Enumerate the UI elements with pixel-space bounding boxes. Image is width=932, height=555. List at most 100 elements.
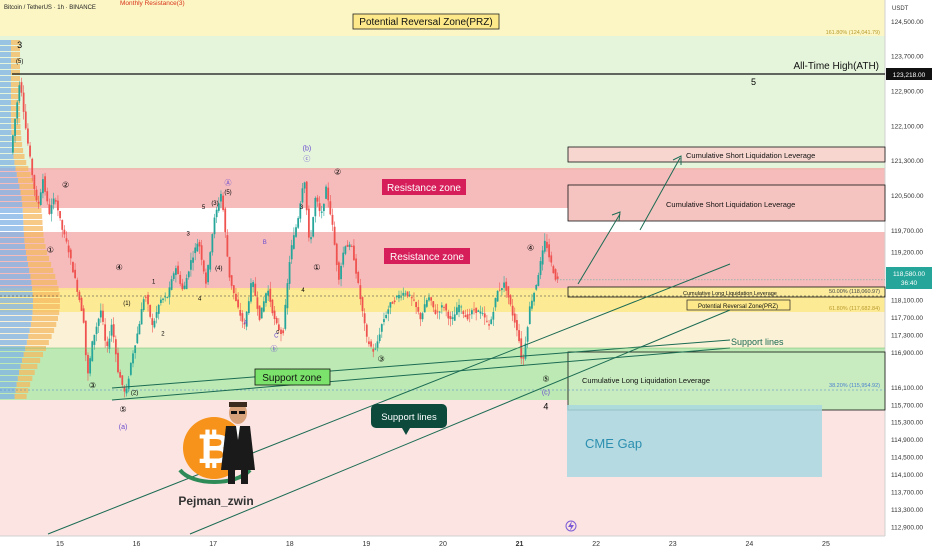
date-tick-label: 24 bbox=[745, 541, 753, 548]
candle-body bbox=[74, 269, 76, 279]
wave-label: 1 bbox=[152, 279, 156, 285]
candle-body bbox=[408, 294, 411, 296]
candle-body bbox=[428, 297, 430, 301]
svg-text:123,218.00: 123,218.00 bbox=[893, 72, 926, 79]
candle-body bbox=[470, 310, 473, 315]
svg-text:Cumulative Long Liquidation Le: Cumulative Long Liquidation Leverage bbox=[582, 376, 710, 385]
candle-body bbox=[172, 273, 175, 280]
volume-profile-bar bbox=[28, 262, 52, 267]
candle-body bbox=[237, 299, 240, 308]
volume-profile-bar bbox=[23, 232, 44, 237]
volume-profile-bar bbox=[0, 124, 12, 129]
candle-body bbox=[316, 197, 319, 202]
candle-body bbox=[490, 319, 493, 325]
svg-text:Potential Reversal Zone(PRZ): Potential Reversal Zone(PRZ) bbox=[359, 17, 492, 28]
candle-body bbox=[520, 338, 523, 359]
candle-body bbox=[310, 237, 312, 240]
candle-body bbox=[438, 311, 441, 313]
date-tick-label: 22 bbox=[592, 541, 600, 548]
volume-profile-bar bbox=[0, 394, 15, 399]
time-axis: 15 16 17 18 19 20 21 22 23 24 25 bbox=[0, 535, 885, 548]
volume-profile-bar bbox=[15, 388, 29, 393]
candle-body bbox=[533, 292, 535, 302]
candle-body bbox=[12, 135, 14, 153]
candle-body bbox=[50, 205, 53, 214]
candle-body bbox=[556, 276, 559, 279]
candle-body bbox=[535, 284, 538, 290]
candle-body bbox=[303, 182, 306, 189]
current-price-badge: 118,580.00 36:40 bbox=[886, 267, 932, 289]
candle-body bbox=[245, 311, 248, 327]
volume-profile-bar bbox=[0, 316, 32, 321]
candle-body bbox=[466, 314, 469, 320]
volume-profile-bar bbox=[19, 184, 36, 189]
candle-body bbox=[125, 388, 128, 394]
wave-label: ① bbox=[313, 263, 320, 272]
candle-body bbox=[288, 262, 291, 284]
volume-profile-bar bbox=[15, 166, 29, 171]
wave-label: 2 bbox=[161, 332, 165, 338]
candle-body bbox=[295, 227, 297, 237]
candle-body bbox=[241, 313, 244, 322]
volume-profile-bar bbox=[0, 136, 12, 141]
wave-label: Ⓐ bbox=[225, 179, 232, 187]
candle-body bbox=[129, 362, 132, 375]
candle-body bbox=[305, 181, 308, 211]
volume-profile-bar bbox=[0, 280, 32, 285]
candle-body bbox=[475, 307, 478, 313]
volume-profile-bar bbox=[0, 292, 33, 297]
candle-body bbox=[318, 203, 321, 211]
candle-body bbox=[235, 293, 237, 301]
candle-body bbox=[329, 201, 332, 215]
price-tick-label: 120,500.00 bbox=[891, 193, 924, 200]
candle-body bbox=[383, 319, 385, 323]
svg-text:Support lines: Support lines bbox=[381, 412, 437, 423]
candle-body bbox=[222, 195, 224, 210]
wave-label: (5) bbox=[16, 59, 23, 65]
candle-body bbox=[159, 299, 162, 303]
volume-profile-bar bbox=[11, 94, 21, 99]
wave-label: ⓑ bbox=[270, 345, 277, 353]
candle-body bbox=[31, 158, 34, 176]
volume-profile-bar bbox=[24, 238, 45, 243]
candle-body bbox=[445, 304, 448, 311]
price-tick-label: 114,900.00 bbox=[891, 437, 923, 444]
wave-label: (1) bbox=[123, 301, 130, 307]
wave-label: 4 bbox=[301, 288, 305, 294]
candle-body bbox=[449, 315, 452, 320]
candle-body bbox=[389, 302, 392, 308]
volume-profile-bar bbox=[0, 76, 12, 81]
candle-body bbox=[299, 203, 302, 219]
candle-body bbox=[211, 234, 214, 253]
candle-body bbox=[292, 235, 295, 249]
candle-body bbox=[232, 285, 235, 294]
candle-body bbox=[106, 341, 109, 347]
wave-label: ④ bbox=[116, 263, 123, 272]
volume-profile-bar bbox=[22, 358, 41, 363]
volume-profile-bar bbox=[13, 154, 25, 159]
date-tick-label: 19 bbox=[362, 541, 370, 548]
volume-profile-bar bbox=[31, 316, 58, 321]
wave-label: 3 bbox=[17, 40, 22, 50]
candle-body bbox=[391, 302, 394, 304]
svg-text:36:40: 36:40 bbox=[901, 280, 918, 287]
fib-618-label: 61.80% (117,682.84) bbox=[829, 306, 880, 312]
wave-label: 4 bbox=[198, 297, 202, 303]
candle-body bbox=[492, 311, 495, 320]
candle-body bbox=[400, 296, 403, 298]
candle-body bbox=[322, 203, 325, 212]
wave-label: ⑤ bbox=[119, 405, 126, 414]
candle-body bbox=[200, 245, 203, 260]
candle-body bbox=[395, 295, 398, 298]
date-tick-label: 25 bbox=[822, 541, 830, 548]
candle-body bbox=[346, 244, 349, 247]
volume-profile-bar bbox=[0, 298, 34, 303]
volume-profile-bar bbox=[19, 370, 35, 375]
date-tick-label: 18 bbox=[286, 541, 294, 548]
wave-label: (2) bbox=[131, 390, 138, 396]
price-tick-label: 116,100.00 bbox=[891, 385, 923, 392]
candle-body bbox=[168, 287, 171, 298]
candle-body bbox=[76, 279, 79, 292]
lightning-icon[interactable] bbox=[565, 520, 577, 532]
